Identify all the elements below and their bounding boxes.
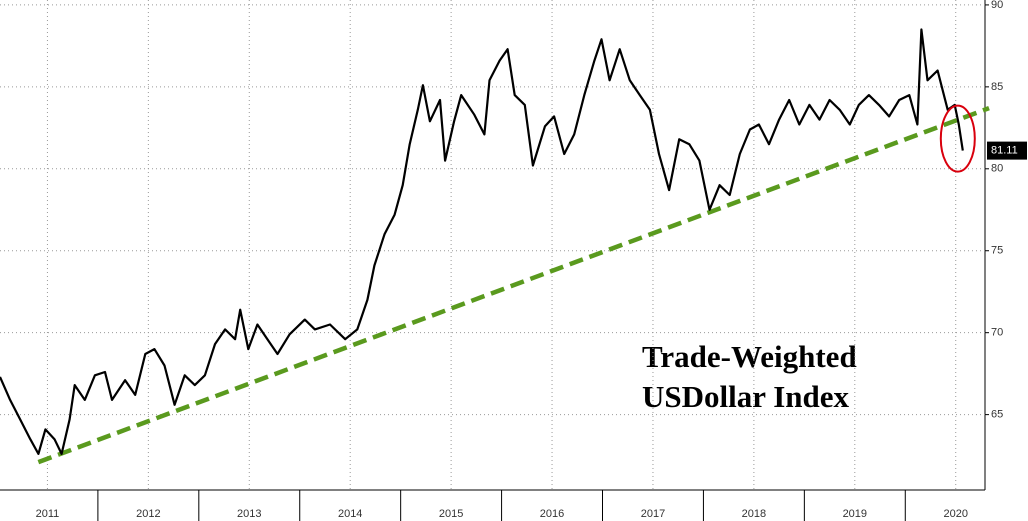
x-tick-label: 2013 — [237, 508, 261, 520]
x-tick-label: 2012 — [136, 508, 160, 520]
chart-title: USDollar Index — [642, 379, 849, 414]
x-tick-label: 2018 — [742, 508, 766, 520]
y-tick-label: 75 — [991, 245, 1003, 257]
x-tick-label: 2016 — [540, 508, 564, 520]
highlight-circle — [939, 104, 976, 173]
y-tick-label: 80 — [991, 163, 1003, 175]
chart-title: Trade-Weighted — [642, 339, 857, 374]
y-tick-label: 90 — [991, 0, 1003, 11]
last-value-box — [987, 141, 1027, 160]
y-tick-label: 85 — [991, 81, 1003, 93]
x-tick-label: 2011 — [36, 508, 60, 520]
x-tick-label: 2015 — [439, 508, 463, 520]
data-line — [0, 28, 964, 455]
y-tick-label: 65 — [991, 409, 1003, 421]
x-tick-label: 2014 — [338, 508, 362, 520]
last-value-label: 81.11 — [991, 145, 1018, 157]
y-tick-label: 70 — [991, 327, 1003, 339]
x-tick-label: 2019 — [843, 508, 867, 520]
x-tick-label: 2017 — [641, 508, 665, 520]
trendline — [37, 106, 990, 465]
x-tick-label: 2020 — [943, 508, 967, 520]
